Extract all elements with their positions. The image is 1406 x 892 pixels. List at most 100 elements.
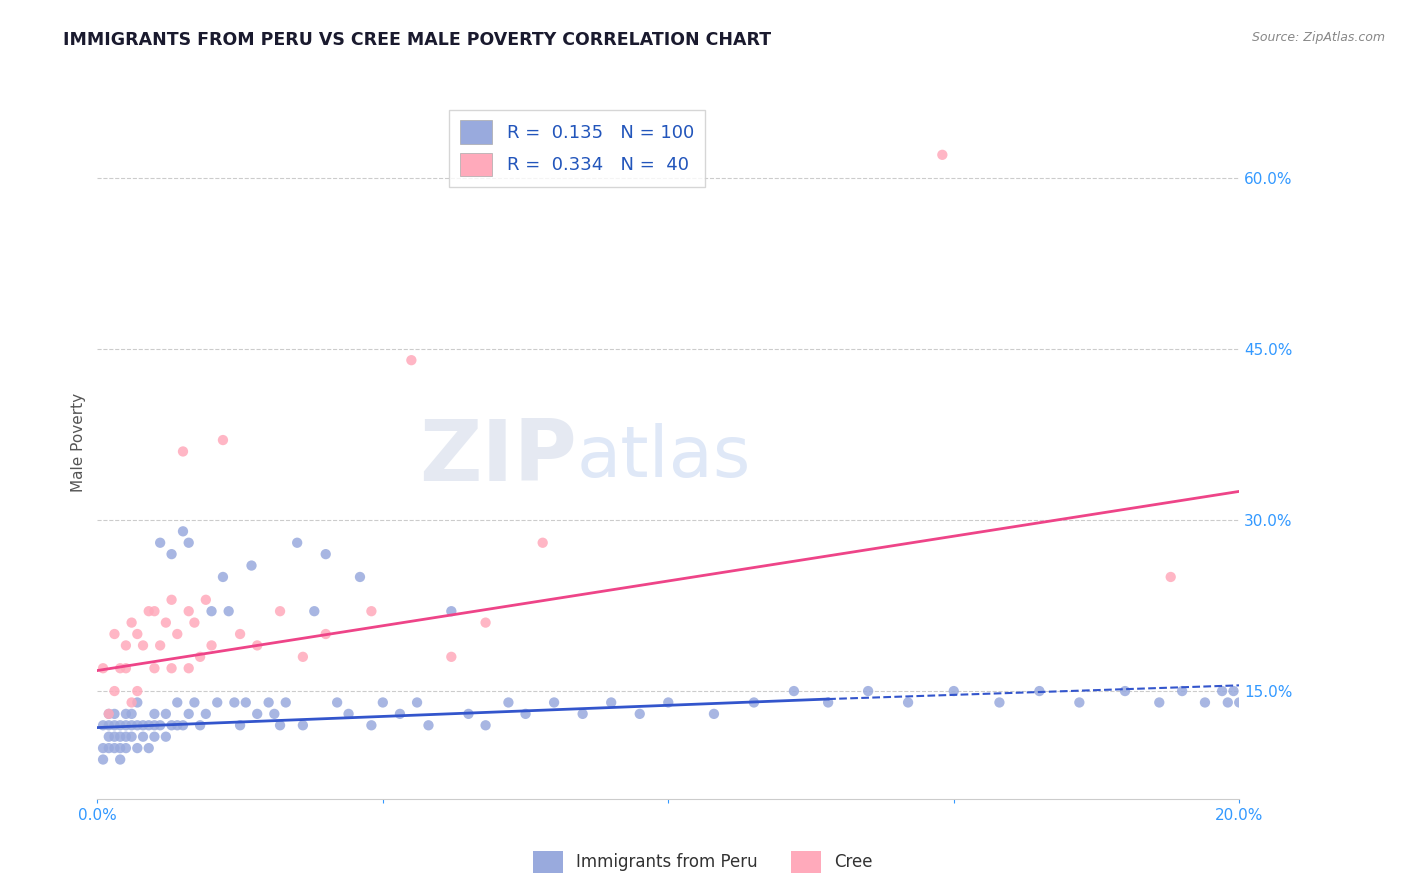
Point — [1211, 684, 1233, 698]
Point — [600, 696, 623, 710]
Point — [440, 649, 463, 664]
Point — [269, 604, 291, 618]
Legend: Immigrants from Peru, Cree: Immigrants from Peru, Cree — [526, 845, 880, 880]
Point — [172, 524, 194, 539]
Text: IMMIGRANTS FROM PERU VS CREE MALE POVERTY CORRELATION CHART: IMMIGRANTS FROM PERU VS CREE MALE POVERT… — [63, 31, 772, 49]
Point — [315, 627, 337, 641]
Point — [143, 718, 166, 732]
Point — [235, 696, 257, 710]
Point — [474, 615, 496, 630]
Point — [166, 696, 188, 710]
Point — [103, 627, 125, 641]
Point — [263, 706, 285, 721]
Point — [783, 684, 806, 698]
Point — [388, 706, 411, 721]
Point — [1171, 684, 1194, 698]
Point — [115, 639, 138, 653]
Point — [155, 730, 177, 744]
Point — [172, 444, 194, 458]
Point — [160, 592, 183, 607]
Point — [177, 604, 200, 618]
Point — [103, 684, 125, 698]
Point — [285, 535, 308, 549]
Point — [657, 696, 679, 710]
Point — [172, 718, 194, 732]
Point — [498, 696, 520, 710]
Legend: R =  0.135   N = 100, R =  0.334   N =  40: R = 0.135 N = 100, R = 0.334 N = 40 — [449, 110, 704, 186]
Point — [138, 741, 160, 756]
Point — [188, 649, 211, 664]
Point — [177, 706, 200, 721]
Point — [115, 741, 138, 756]
Point — [304, 604, 326, 618]
Point — [229, 718, 252, 732]
Point — [127, 684, 149, 698]
Point — [166, 718, 188, 732]
Point — [931, 148, 953, 162]
Point — [1069, 696, 1091, 710]
Point — [531, 535, 554, 549]
Point — [91, 752, 114, 766]
Point — [1194, 696, 1216, 710]
Point — [108, 730, 131, 744]
Point — [155, 615, 177, 630]
Point — [155, 706, 177, 721]
Point — [97, 730, 120, 744]
Point — [543, 696, 565, 710]
Point — [103, 730, 125, 744]
Point — [207, 696, 229, 710]
Point — [218, 604, 240, 618]
Point — [269, 718, 291, 732]
Point — [143, 661, 166, 675]
Point — [1227, 696, 1250, 710]
Point — [401, 353, 423, 368]
Point — [91, 718, 114, 732]
Point — [371, 696, 394, 710]
Point — [246, 639, 269, 653]
Point — [571, 706, 593, 721]
Point — [97, 706, 120, 721]
Point — [143, 730, 166, 744]
Point — [628, 706, 651, 721]
Point — [97, 706, 120, 721]
Point — [240, 558, 263, 573]
Text: ZIP: ZIP — [419, 416, 576, 499]
Point — [360, 718, 382, 732]
Point — [149, 639, 172, 653]
Point — [418, 718, 440, 732]
Point — [108, 718, 131, 732]
Point — [138, 718, 160, 732]
Point — [326, 696, 349, 710]
Point — [103, 718, 125, 732]
Point — [212, 433, 235, 447]
Point — [127, 627, 149, 641]
Point — [127, 741, 149, 756]
Point — [274, 696, 297, 710]
Point — [143, 706, 166, 721]
Point — [177, 535, 200, 549]
Point — [121, 615, 143, 630]
Point — [121, 696, 143, 710]
Point — [103, 706, 125, 721]
Point — [143, 604, 166, 618]
Point — [91, 661, 114, 675]
Point — [97, 718, 120, 732]
Point — [988, 696, 1011, 710]
Point — [224, 696, 246, 710]
Point — [127, 696, 149, 710]
Point — [132, 730, 155, 744]
Point — [188, 718, 211, 732]
Point — [121, 718, 143, 732]
Point — [1028, 684, 1050, 698]
Point — [115, 730, 138, 744]
Point — [1114, 684, 1136, 698]
Point — [1216, 696, 1239, 710]
Point — [103, 741, 125, 756]
Point — [440, 604, 463, 618]
Point — [1149, 696, 1171, 710]
Point — [108, 661, 131, 675]
Point — [108, 752, 131, 766]
Point — [257, 696, 280, 710]
Point — [97, 741, 120, 756]
Point — [457, 706, 479, 721]
